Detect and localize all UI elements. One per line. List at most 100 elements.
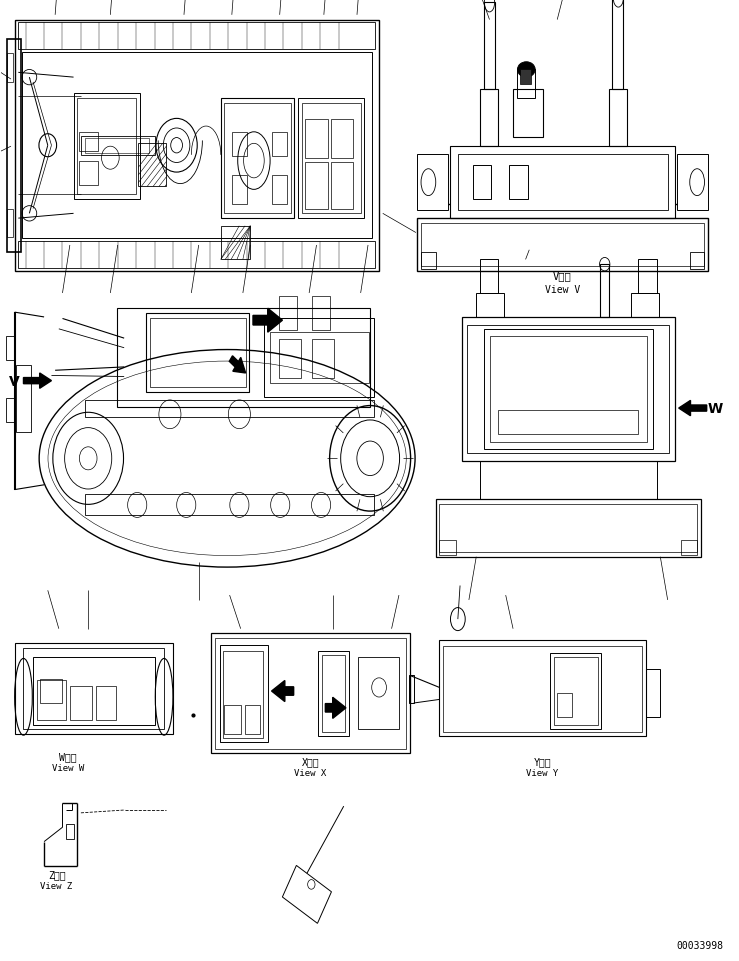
Bar: [215, 639, 406, 749]
Bar: [613, 0, 624, 89]
Bar: [677, 155, 708, 211]
Text: View Y: View Y: [526, 768, 559, 776]
Bar: [7, 39, 21, 253]
Text: V: V: [10, 374, 20, 388]
Bar: [272, 176, 287, 205]
Bar: [225, 705, 241, 734]
Bar: [138, 144, 166, 187]
Bar: [638, 260, 657, 294]
Bar: [600, 265, 609, 317]
Bar: [517, 70, 535, 99]
Bar: [18, 242, 375, 269]
Bar: [440, 541, 456, 555]
Text: View X: View X: [294, 768, 327, 776]
Bar: [689, 253, 704, 270]
FancyArrow shape: [253, 308, 282, 333]
Bar: [302, 104, 361, 214]
Bar: [77, 99, 136, 195]
Bar: [418, 155, 449, 211]
Bar: [443, 647, 642, 732]
Bar: [7, 209, 13, 238]
Bar: [483, 3, 494, 89]
Bar: [245, 705, 260, 734]
Bar: [79, 161, 98, 185]
Bar: [220, 646, 268, 742]
Bar: [489, 336, 647, 442]
Bar: [15, 644, 173, 734]
Bar: [331, 163, 353, 209]
Bar: [74, 94, 140, 200]
Bar: [6, 399, 15, 423]
Bar: [150, 318, 245, 388]
Bar: [440, 505, 697, 553]
Bar: [451, 147, 675, 219]
Text: Z　視: Z 視: [48, 870, 66, 879]
Bar: [117, 308, 370, 407]
FancyArrow shape: [24, 374, 52, 389]
Bar: [557, 693, 572, 717]
Bar: [84, 495, 374, 516]
Bar: [421, 253, 436, 270]
Text: Y　視: Y 視: [534, 756, 551, 767]
Bar: [6, 336, 15, 360]
Bar: [298, 99, 364, 219]
Bar: [270, 333, 369, 383]
Bar: [421, 224, 704, 267]
Bar: [305, 120, 327, 159]
Bar: [221, 227, 251, 260]
Bar: [225, 104, 290, 214]
Bar: [272, 133, 287, 157]
Bar: [480, 260, 498, 294]
Bar: [221, 99, 294, 219]
Bar: [232, 176, 247, 205]
FancyArrow shape: [229, 357, 245, 374]
Bar: [468, 325, 669, 454]
Bar: [483, 330, 653, 450]
Text: View W: View W: [52, 763, 84, 773]
Bar: [7, 54, 13, 83]
Bar: [312, 340, 334, 379]
Bar: [81, 136, 154, 156]
Bar: [498, 410, 638, 434]
Bar: [264, 318, 375, 398]
Text: W: W: [708, 402, 723, 415]
Bar: [550, 653, 602, 729]
Bar: [15, 20, 379, 272]
Bar: [458, 155, 667, 211]
Bar: [631, 294, 659, 317]
Bar: [33, 657, 154, 725]
Bar: [279, 340, 301, 379]
Bar: [509, 166, 528, 200]
Bar: [37, 679, 67, 720]
Bar: [318, 651, 349, 736]
Bar: [436, 500, 701, 557]
Bar: [95, 686, 116, 720]
Text: W　視: W 視: [59, 752, 76, 762]
Bar: [24, 648, 164, 729]
Bar: [223, 651, 264, 738]
Bar: [146, 313, 249, 393]
Text: X　視: X 視: [302, 756, 319, 767]
Bar: [462, 317, 675, 461]
Text: View Z: View Z: [41, 881, 72, 890]
Bar: [312, 297, 330, 331]
FancyArrow shape: [325, 698, 346, 719]
Bar: [554, 657, 598, 725]
Ellipse shape: [517, 62, 535, 78]
Bar: [321, 654, 345, 732]
Bar: [67, 825, 74, 839]
Bar: [480, 89, 498, 147]
Bar: [418, 219, 708, 272]
Bar: [16, 365, 31, 432]
Bar: [18, 23, 375, 50]
Bar: [84, 400, 374, 417]
Bar: [513, 89, 542, 137]
Text: View V: View V: [545, 285, 580, 295]
Bar: [211, 634, 410, 753]
Bar: [358, 657, 399, 729]
Bar: [41, 678, 63, 702]
Bar: [279, 297, 297, 331]
Bar: [22, 53, 372, 239]
Bar: [232, 133, 247, 157]
Bar: [84, 138, 149, 154]
